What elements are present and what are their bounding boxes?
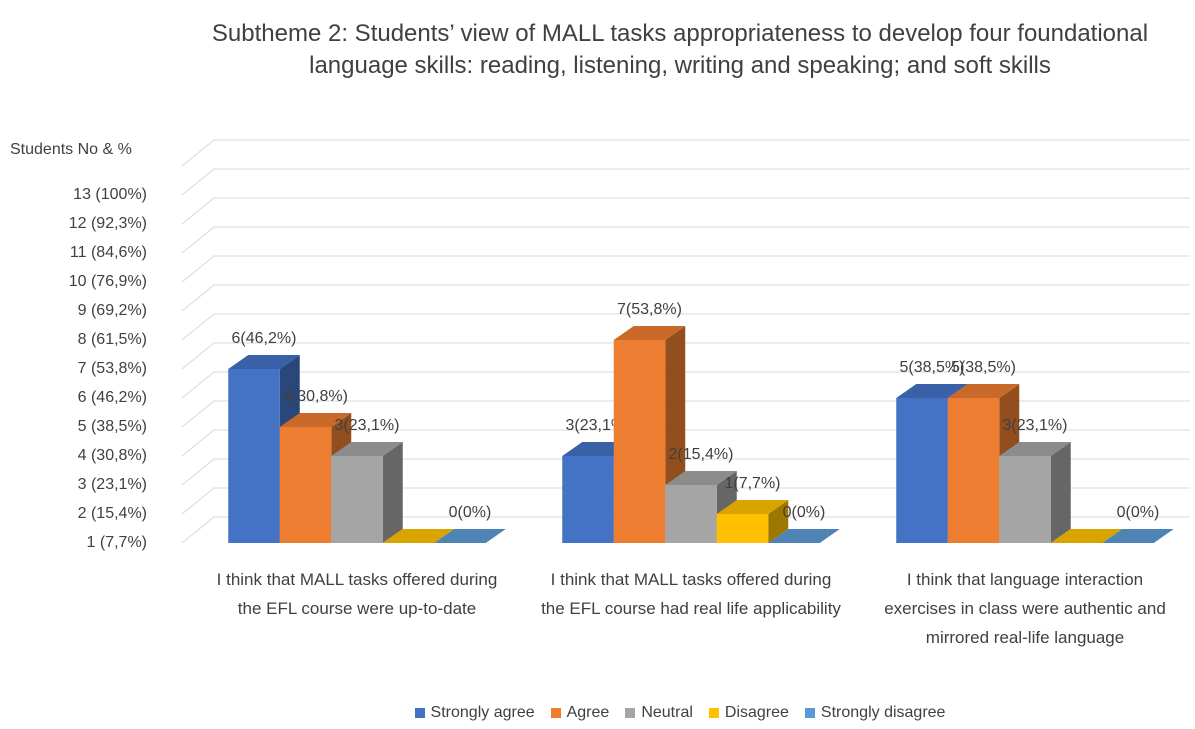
x-tick-label: I think that MALL tasks offered during t… (541, 570, 841, 618)
grid-line (181, 458, 1190, 486)
y-tick-label: 1 (7,7%) (87, 534, 147, 551)
legend-label: Disagree (724, 704, 789, 721)
data-label: 0(0%) (449, 504, 492, 521)
bar-side (768, 500, 789, 543)
bar-top (1102, 529, 1174, 543)
y-tick-label: 12 (92,3%) (69, 215, 147, 232)
bar-top (716, 500, 789, 514)
bar-front (279, 427, 332, 543)
y-axis-label: Students No & % (10, 141, 132, 158)
bar-top (768, 529, 840, 543)
bar-top (896, 384, 968, 398)
data-label: 2(15,4%) (669, 446, 734, 463)
bar (331, 442, 403, 543)
data-label: 5(38,5%) (951, 359, 1016, 376)
bar (434, 529, 506, 543)
bar-front (665, 485, 717, 543)
y-tick-label: 8 (61,5%) (78, 331, 147, 348)
bar (716, 500, 789, 543)
data-label: 5(38,5%) (900, 359, 965, 376)
grid-line (181, 516, 1190, 544)
grid-line (181, 139, 1190, 167)
legend-item: Agree (550, 704, 610, 722)
bar-front (228, 369, 280, 543)
bar-front (562, 456, 614, 543)
grid-line (181, 371, 1190, 399)
grid-line (181, 255, 1190, 283)
y-tick-label: 3 (23,1%) (78, 476, 147, 493)
grid-line (181, 313, 1190, 341)
bar-top (434, 529, 506, 543)
legend-item: Strongly disagree (804, 704, 946, 722)
bar-top (1050, 529, 1123, 543)
grid-line (181, 487, 1190, 515)
data-label: 3(23,1%) (335, 417, 400, 434)
x-tick-label: I think that MALL tasks offered during t… (216, 570, 498, 618)
bar-side (1050, 442, 1071, 543)
legend-item: Neutral (625, 704, 693, 722)
legend-label: Agree (566, 704, 610, 721)
bar (1102, 529, 1174, 543)
bar (1050, 529, 1123, 543)
bar-top (665, 471, 737, 485)
bar-front (331, 456, 383, 543)
legend-item: Disagree (708, 704, 789, 722)
data-label: 0(0%) (783, 504, 826, 521)
grid-line (181, 197, 1190, 225)
data-label: 1(7,7%) (724, 475, 780, 492)
bar-front (947, 398, 1000, 543)
bar (768, 529, 840, 543)
legend-swatch (804, 708, 815, 718)
legend-label: Neutral (641, 704, 693, 721)
bar-side (382, 442, 403, 543)
data-label: 3(23,1%) (1003, 417, 1068, 434)
y-tick-label: 7 (53,8%) (78, 360, 147, 377)
chart-title: Subtheme 2: Students’ view of MALL tasks… (211, 20, 1149, 79)
legend-item: Strongly agree (414, 704, 535, 722)
bar-front (716, 514, 769, 543)
bar-top (279, 413, 352, 427)
legend-swatch (708, 708, 719, 718)
y-tick-label: 5 (38,5%) (78, 418, 147, 435)
y-tick-label: 13 (100%) (73, 186, 147, 203)
bar (382, 529, 455, 543)
grid-line (181, 429, 1190, 457)
data-label: 7(53,8%) (617, 301, 682, 318)
y-tick-label: 2 (15,4%) (78, 505, 147, 522)
bar-front (613, 340, 666, 543)
y-tick-label: 6 (46,2%) (78, 389, 147, 406)
bar-front (999, 456, 1051, 543)
bar-top (331, 442, 403, 456)
legend-label: Strongly agree (430, 704, 535, 721)
bar-top (382, 529, 455, 543)
grid-line (181, 400, 1190, 428)
data-label: 4(30,8%) (283, 388, 348, 405)
bar-top (228, 355, 300, 369)
legend: Strongly agree Agree Neutral Disagree Strong… (0, 704, 1195, 722)
y-tick-label: 10 (76,9%) (69, 273, 147, 290)
legend-swatch (625, 708, 636, 718)
grid-line (181, 284, 1190, 312)
bar (999, 442, 1071, 543)
y-tick-label: 9 (69,2%) (78, 302, 147, 319)
x-tick-label: I think that language interaction exerci… (884, 570, 1166, 647)
bar-top (947, 384, 1020, 398)
grid-line (181, 342, 1190, 370)
legend-label: Strongly disagree (820, 704, 946, 721)
data-label: 6(46,2%) (232, 330, 297, 347)
bar-top (999, 442, 1071, 456)
data-label: 0(0%) (1117, 504, 1160, 521)
legend-swatch (414, 708, 425, 718)
legend-swatch (550, 708, 561, 718)
bar-front (896, 398, 948, 543)
bar-top (613, 326, 686, 340)
y-tick-label: 4 (30,8%) (78, 447, 147, 464)
y-tick-label: 11 (84,6%) (70, 244, 147, 261)
grid-line (181, 226, 1190, 254)
grid-line (181, 168, 1190, 196)
